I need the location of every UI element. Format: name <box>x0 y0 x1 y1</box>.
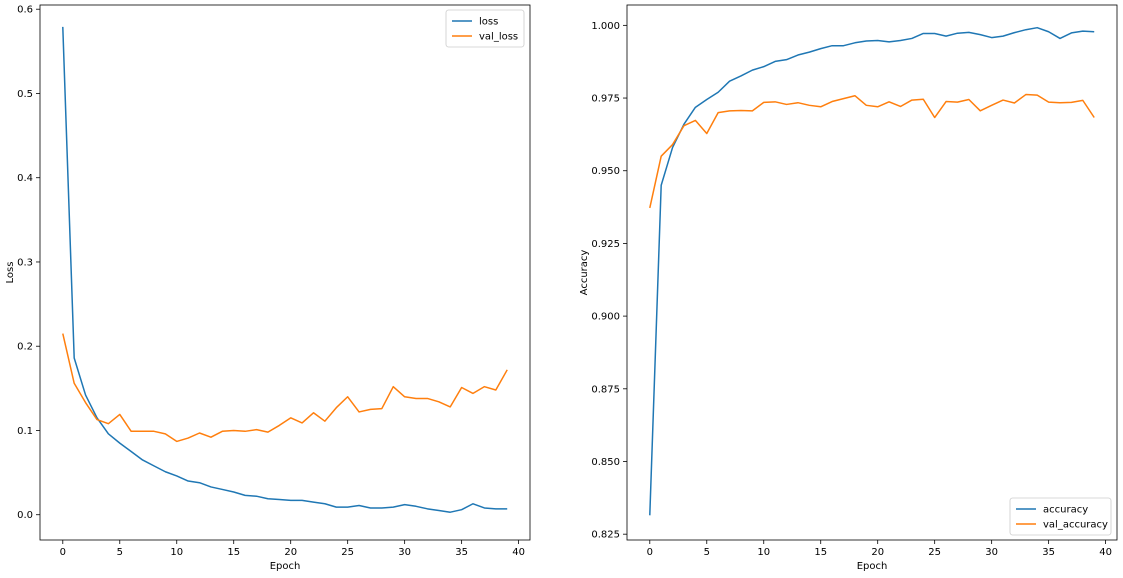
x-tick-label: 5 <box>117 547 123 558</box>
x-tick-label: 0 <box>60 547 66 558</box>
series-line-loss <box>62 26 508 513</box>
x-axis-label: Epoch <box>270 561 301 572</box>
legend-box <box>445 9 525 48</box>
x-tick-label: 40 <box>512 547 525 558</box>
x-tick-label: 30 <box>398 547 411 558</box>
y-tick-label: 0.1 <box>17 426 33 437</box>
legend-label: loss <box>479 17 498 28</box>
series-line-accuracy <box>649 26 1095 516</box>
series-line-val-accuracy <box>649 93 1095 209</box>
y-tick-label: 0.0 <box>17 510 33 521</box>
y-tick-label: 0.875 <box>591 384 620 395</box>
legend-label: val_accuracy <box>1043 520 1108 531</box>
x-tick-label: 20 <box>871 547 884 558</box>
legend-label: accuracy <box>1043 505 1088 516</box>
y-tick-label: 1.000 <box>591 21 620 32</box>
x-tick-label: 10 <box>757 547 770 558</box>
x-tick-label: 40 <box>1099 547 1112 558</box>
legend-box <box>1009 497 1112 536</box>
y-tick-label: 0.3 <box>17 257 33 268</box>
x-tick-label: 25 <box>341 547 354 558</box>
y-tick-label: 0.950 <box>591 166 620 177</box>
legend: accuracy val_accuracy <box>1009 497 1112 536</box>
x-tick-label: 15 <box>227 547 240 558</box>
plot-frame <box>626 4 1118 541</box>
y-tick-label: 0.2 <box>17 342 33 353</box>
x-tick-label: 25 <box>928 547 941 558</box>
y-tick-label: 0.825 <box>591 530 620 541</box>
x-tick-label: 35 <box>1042 547 1055 558</box>
x-tick-label: 15 <box>814 547 827 558</box>
x-axis-label: Epoch <box>857 561 888 572</box>
x-tick-label: 35 <box>455 547 468 558</box>
y-tick-label: 0.5 <box>17 89 33 100</box>
y-tick-label: 0.4 <box>17 173 33 184</box>
y-tick-label: 0.975 <box>591 94 620 105</box>
legend: loss val_loss <box>445 9 525 48</box>
y-tick-label: 0.850 <box>591 457 620 468</box>
accuracy-chart: 0 5 10 15 20 25 30 35 40 0.825 0.850 0.875 0.900 0.92… <box>579 4 1118 572</box>
x-tick-label: 30 <box>985 547 998 558</box>
x-tick-label: 0 <box>647 547 653 558</box>
y-tick-label: 0.900 <box>591 312 620 323</box>
x-tick-label: 5 <box>704 547 710 558</box>
loss-chart: 0 5 10 15 20 25 30 35 40 0.0 0.1 0.2 0.3 0.4 0.5 0.6 Epo… <box>5 4 531 572</box>
y-tick-label: 0.6 <box>17 5 33 16</box>
x-tick-label: 20 <box>284 547 297 558</box>
y-axis-label: Loss <box>5 262 16 284</box>
y-tick-label: 0.925 <box>591 239 620 250</box>
plot-frame <box>39 4 531 541</box>
legend-label: val_loss <box>479 32 518 43</box>
series-line-val-loss <box>62 333 508 443</box>
y-axis-label: Accuracy <box>579 250 590 296</box>
x-tick-label: 10 <box>170 547 183 558</box>
